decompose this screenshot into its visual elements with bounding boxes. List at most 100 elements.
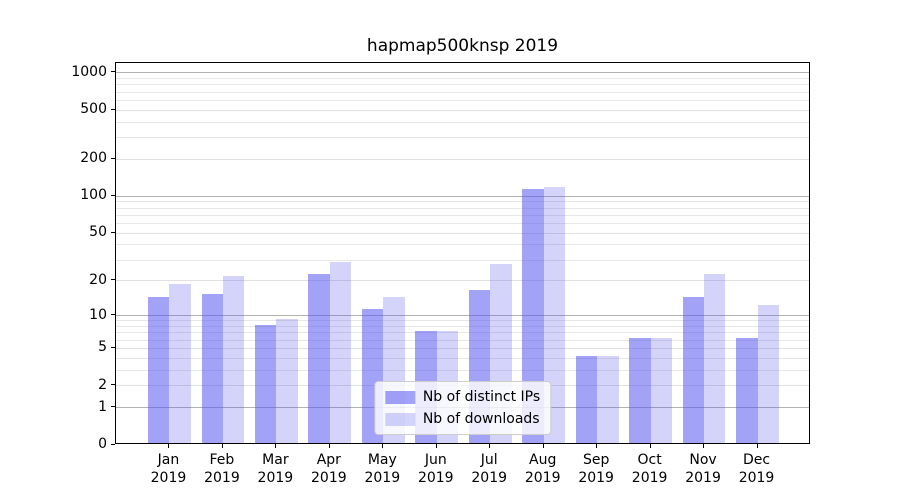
y-gridline-40	[116, 244, 809, 246]
x-tick-label-jul: Jul 2019	[471, 452, 508, 486]
y-gridline-8	[116, 326, 809, 328]
bar-ips-nov	[682, 297, 705, 443]
y-tick-label-5: 5	[98, 339, 107, 356]
y-gridline-200	[116, 158, 809, 160]
y-gridline-70	[116, 214, 809, 216]
y-tick-mark-500	[111, 108, 115, 110]
x-tick-label-jun: Jun 2019	[417, 452, 454, 486]
y-tick-mark-20	[111, 279, 115, 281]
bar-ips-dec	[736, 338, 758, 443]
y-tick-mark-1	[111, 406, 115, 408]
bar-downloads-aug	[543, 187, 566, 443]
bar-ips-apr	[308, 274, 330, 443]
bar-ips-jan	[148, 297, 170, 443]
y-gridline-60	[116, 223, 809, 225]
x-tick-mark-apr	[328, 444, 330, 448]
bar-ips-aug	[522, 189, 544, 443]
x-tick-mark-oct	[649, 444, 651, 448]
chart-title: hapmap500knsp 2019	[366, 36, 559, 56]
bar-downloads-oct	[650, 338, 672, 443]
y-gridline-9	[116, 320, 809, 322]
y-gridline-100	[116, 195, 809, 197]
x-tick-label-oct: Oct 2019	[631, 452, 668, 486]
y-gridline-7	[116, 332, 809, 334]
y-tick-label-2: 2	[98, 376, 107, 393]
y-gridline-5	[116, 347, 809, 349]
x-tick-label-nov: Nov 2019	[685, 452, 721, 486]
y-gridline-80	[116, 207, 809, 209]
y-tick-mark-1000	[111, 71, 115, 73]
x-tick-label-apr: Apr 2019	[311, 452, 347, 486]
x-tick-mark-nov	[703, 444, 705, 448]
bar-ips-oct	[629, 338, 651, 443]
x-tick-mark-jan	[168, 444, 170, 448]
x-tick-mark-sep	[596, 444, 598, 448]
x-tick-label-jan: Jan 2019	[150, 452, 187, 486]
y-tick-label-200: 200	[80, 150, 107, 167]
legend-label-downloads: Nb of downloads	[422, 411, 540, 427]
y-gridline-90	[116, 201, 809, 203]
legend-item-downloads: Nb of downloads	[384, 411, 540, 427]
y-tick-label-50: 50	[89, 224, 107, 241]
x-tick-mark-jun	[435, 444, 437, 448]
y-tick-mark-50	[111, 231, 115, 233]
plot-area: Nb of distinct IPs Nb of downloads	[115, 62, 810, 444]
x-tick-label-sep: Sep 2019	[578, 452, 614, 486]
y-tick-label-10: 10	[89, 306, 107, 323]
bar-downloads-nov	[704, 274, 726, 443]
x-tick-mark-jul	[489, 444, 491, 448]
y-gridline-10	[116, 315, 809, 317]
y-gridline-1000	[116, 72, 809, 74]
legend-swatch-distinct-ips	[384, 390, 415, 404]
y-tick-mark-2	[111, 384, 115, 386]
y-gridline-3	[116, 369, 809, 371]
y-gridline-500	[116, 109, 809, 111]
x-tick-mark-may	[382, 444, 384, 448]
legend: Nb of distinct IPs Nb of downloads	[373, 381, 552, 435]
x-tick-mark-feb	[221, 444, 223, 448]
y-gridline-30	[116, 259, 809, 261]
y-tick-label-1: 1	[98, 398, 107, 415]
y-gridline-800	[116, 84, 809, 86]
x-tick-mark-dec	[756, 444, 758, 448]
x-tick-label-mar: Mar 2019	[257, 452, 294, 486]
bar-ips-mar	[255, 324, 277, 443]
y-tick-mark-0	[111, 443, 115, 445]
y-gridline-700	[116, 91, 809, 93]
bar-ips-sep	[575, 356, 598, 443]
x-tick-label-aug: Aug 2019	[524, 452, 561, 486]
legend-label-distinct-ips: Nb of distinct IPs	[422, 389, 541, 405]
x-tick-mark-aug	[542, 444, 544, 448]
y-gridline-4	[116, 357, 809, 359]
x-tick-mark-mar	[275, 444, 277, 448]
legend-item-distinct-ips: Nb of distinct IPs	[384, 389, 541, 405]
y-gridline-900	[116, 77, 809, 79]
y-gridline-300	[116, 137, 809, 139]
x-tick-label-may: May 2019	[364, 452, 401, 486]
bar-downloads-mar	[276, 318, 298, 443]
y-tick-mark-200	[111, 157, 115, 159]
y-gridline-50	[116, 232, 809, 234]
y-gridline-600	[116, 99, 809, 101]
y-tick-mark-5	[111, 346, 115, 348]
y-gridline-6	[116, 339, 809, 341]
bar-downloads-jan	[169, 284, 191, 443]
y-tick-mark-100	[111, 194, 115, 196]
legend-swatch-downloads	[384, 412, 415, 426]
y-tick-label-0: 0	[98, 436, 107, 452]
y-tick-label-1000: 1000	[71, 63, 107, 80]
y-tick-mark-10	[111, 314, 115, 316]
y-tick-label-20: 20	[89, 271, 107, 288]
bar-downloads-apr	[329, 261, 352, 443]
y-tick-label-500: 500	[80, 101, 107, 118]
y-tick-label-100: 100	[80, 187, 107, 204]
bar-downloads-sep	[597, 356, 619, 443]
y-gridline-20	[116, 280, 809, 282]
x-tick-label-dec: Dec 2019	[738, 452, 775, 486]
bar-ips-feb	[201, 293, 223, 443]
bar-downloads-dec	[757, 304, 779, 443]
y-gridline-400	[116, 121, 809, 123]
bar-downloads-feb	[222, 276, 245, 443]
x-tick-label-feb: Feb 2019	[204, 452, 240, 486]
